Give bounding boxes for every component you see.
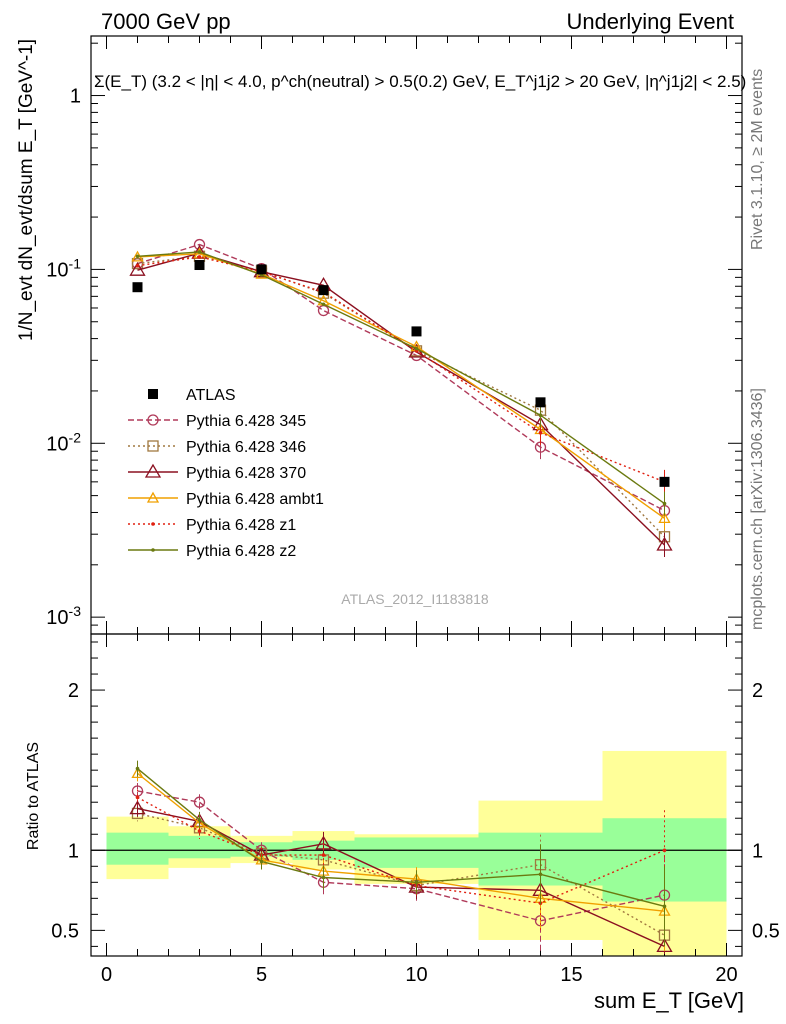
atlas-data-point [411,326,422,337]
main-series-point [317,304,330,317]
legend-marker [151,522,155,526]
legend-marker [147,414,159,426]
ratio-y-tick-label: 2 [68,680,79,702]
ratio-y-tick-label-right: 2 [752,680,763,702]
main-series-point [129,261,146,276]
main-series-point [135,254,140,259]
ratio-series-point [538,872,543,877]
main-series-point [658,512,671,524]
ratio-y-tick-label: 1 [68,840,79,862]
right-title: Underlying Event [566,9,734,34]
legend-label: Pythia 6.428 345 [186,413,306,430]
selection-label: Σ(E_T) (3.2 < |η| < 4.0, p^ch(neutral) >… [94,72,746,91]
analysis-watermark: ATLAS_2012_I1183818 [341,591,489,607]
atlas-data-point [256,264,267,275]
ratio-series-point [193,796,206,808]
main-series-point [135,263,140,268]
ratio-series-point [131,767,144,779]
atlas-data-point [194,260,205,271]
ratio-inner-uncertainty-band [168,835,231,859]
main-series-point [414,346,419,351]
main-series-point [321,302,326,307]
legend-label: Pythia 6.428 346 [186,439,306,456]
main-series-point [662,501,667,506]
legend-marker-atlas [148,389,158,399]
ratio-series-point [662,904,667,909]
ratio-series-point [129,800,146,815]
main-panel: 10-3 10-2 10-1 1 [46,35,743,635]
legend-marker [151,548,155,552]
legend-label: ATLAS [186,387,236,404]
ratio-y-tick-label-right: 0.5 [752,920,780,942]
x-tick-label: 5 [256,964,267,986]
x-tick-label: 20 [715,964,737,986]
x-tick-label: 10 [405,964,427,986]
ratio-series-point [656,938,673,953]
main-series-point [197,255,202,259]
ratio-series-point [135,766,140,771]
y-tick-label: 1 [70,86,81,108]
ratio-series-point [662,848,667,853]
main-series-point [656,536,673,551]
left-title: 7000 GeV pp [101,9,231,34]
ratio-panel: 0 5 10 15 20 0.5 0.5 1 1 2 2 [51,633,780,986]
ratio-inner-uncertainty-band [106,832,169,865]
y-tick-label: 10-2 [46,429,81,455]
atlas-data-point [132,282,143,293]
x-tick-label: 15 [560,964,582,986]
atlas-data-point [318,285,329,296]
y-tick-label: 10-3 [46,603,81,629]
x-axis-label: sum E_T [GeV] [594,988,744,1013]
ratio-series-point [197,829,202,833]
main-series-point [131,257,144,270]
rivet-version-label: Rivet 3.1.10, ≥ 2M events [749,69,766,250]
legend-marker [147,440,159,452]
legend-label: Pythia 6.428 370 [186,465,306,482]
main-series-point [538,430,543,435]
ratio-series-point [321,853,326,857]
ratio-y-tick-label-right: 1 [752,840,763,862]
atlas-data-point [535,397,546,408]
ratio-series-point [414,880,419,885]
ratio-series-point [321,875,326,880]
ratio-series-point [135,795,140,800]
main-y-axis-label: 1/N_evt dN_evt/dsum E_T [GeV^-1] [16,39,37,341]
main-series-point [538,413,543,418]
ratio-y-axis-label: Ratio to ATLAS [25,742,42,850]
legend-marker [146,491,160,503]
x-tick-label: 0 [101,964,112,986]
ratio-series-point [197,818,202,822]
main-series-point [197,250,202,254]
ratio-y-tick-label: 0.5 [51,920,79,942]
legend-label: Pythia 6.428 ambt1 [186,491,324,508]
ratio-inner-uncertainty-band [354,837,479,868]
legend: ATLAS Pythia 6.428 345 Pythia 6.428 346 Pyt… [128,387,324,560]
ratio-series-point [259,859,264,864]
y-tick-label: 10-1 [46,255,81,281]
mcplots-source-label: mcplots.cern.ch [arXiv:1306.3436] [749,388,766,630]
atlas-data-point [659,476,670,487]
legend-label: Pythia 6.428 z1 [186,517,296,534]
legend-marker [144,463,162,478]
legend-label: Pythia 6.428 z2 [186,543,296,560]
